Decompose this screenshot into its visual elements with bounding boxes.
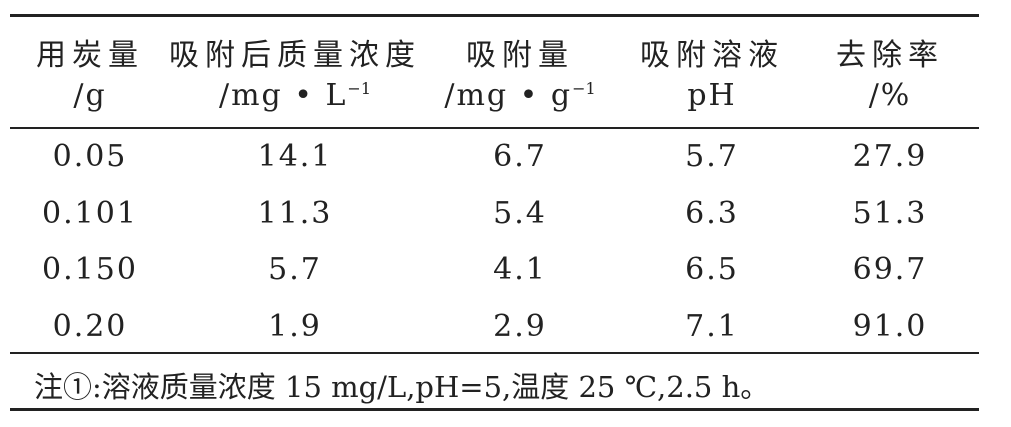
header-label: 吸附溶液 <box>640 38 784 73</box>
table-cell: 11.3 <box>257 195 333 231</box>
unit-text: /mg • g <box>444 78 573 113</box>
unit-superscript: −1 <box>347 79 372 98</box>
header-unit: /mg • L−1 <box>219 78 371 113</box>
header-unit: /mg • g−1 <box>444 78 595 113</box>
body-rule <box>10 352 979 354</box>
unit-text: /g <box>73 78 107 113</box>
table-cell: 6.5 <box>685 252 739 287</box>
unit-superscript: −1 <box>572 79 596 98</box>
header-label: 去除率 <box>836 38 944 73</box>
unit-text: pH <box>687 78 737 113</box>
table-cell: 5.4 <box>493 195 547 231</box>
header-rule <box>10 127 979 129</box>
table-cell: 69.7 <box>852 252 928 287</box>
bottom-rule <box>10 408 979 411</box>
header-unit: /g <box>73 78 106 113</box>
table-cell: 14.1 <box>257 139 333 174</box>
top-rule <box>10 14 979 17</box>
table-cell: 2.9 <box>493 308 547 344</box>
header-unit: pH <box>687 78 736 113</box>
table-cell: 51.3 <box>852 195 928 231</box>
header-label: 用炭量 <box>36 38 144 73</box>
table-cell: 1.9 <box>268 308 322 344</box>
table-cell: 7.1 <box>685 308 739 344</box>
unit-text: /% <box>868 78 912 113</box>
table-cell: 0.05 <box>52 139 128 174</box>
header-unit: /% <box>869 78 912 113</box>
header-label: 吸附量 <box>466 38 574 73</box>
header-label: 吸附后质量浓度 <box>169 38 421 73</box>
table-cell: 5.7 <box>268 252 322 287</box>
table-cell: 0.20 <box>52 308 128 344</box>
table-cell: 6.3 <box>685 195 739 231</box>
table-cell: 4.1 <box>493 252 547 287</box>
table-cell: 6.7 <box>493 139 547 174</box>
table-cell: 91.0 <box>852 308 928 344</box>
table-cell: 0.150 <box>42 252 138 287</box>
unit-text: /mg • L <box>218 78 348 113</box>
table-cell: 0.101 <box>42 195 138 231</box>
table-note: 注①:溶液质量浓度 15 mg/L,pH=5,温度 25 ℃,2.5 h。 <box>34 370 770 404</box>
table-cell: 27.9 <box>852 139 928 174</box>
table-cell: 5.7 <box>685 139 739 174</box>
